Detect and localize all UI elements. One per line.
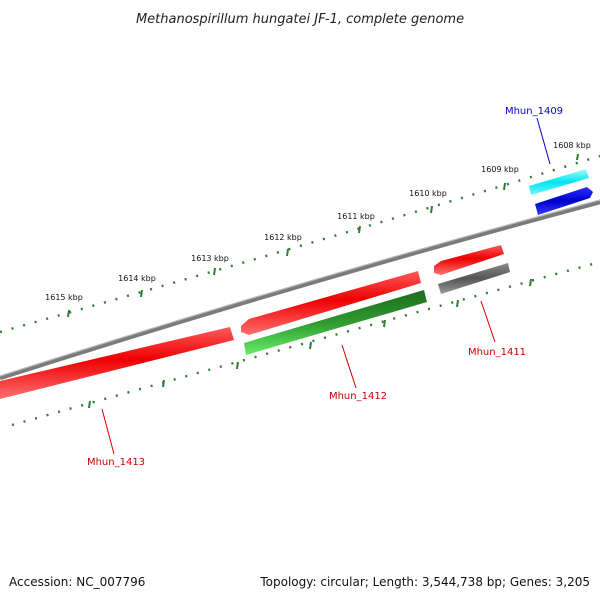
- inner-scale-tick-2: [162, 379, 165, 388]
- scale-tick-1611: [358, 225, 361, 234]
- gene-label-mhun-1412[interactable]: Mhun_1412: [329, 391, 387, 402]
- genome-summary-text: Topology: circular; Length: 3,544,738 bp…: [259, 575, 590, 589]
- scale-tick-1613: [213, 267, 216, 276]
- scale-tick-1608: [576, 153, 579, 161]
- scale-tick-1610: [430, 205, 433, 214]
- scale-tick-1609: [503, 182, 506, 191]
- gene-label-mhun-1409[interactable]: Mhun_1409: [505, 106, 563, 117]
- inner-scale-tick-4: [309, 341, 312, 350]
- leader-line-mhun-1409: [536, 117, 551, 165]
- inner-scale-tick-6: [456, 299, 459, 308]
- scale-tick-1612: [286, 248, 289, 257]
- scale-track: 1608 kbp 1609 kbp 1610 kbp 1611 kbp 1612…: [0, 141, 600, 334]
- forward-strand-genes: [0, 169, 593, 399]
- inner-scale-tick-7: [529, 278, 532, 287]
- scale-label-1612: 1612 kbp: [264, 233, 302, 242]
- scale-label-1614: 1614 kbp: [118, 274, 156, 283]
- gene-mhun-1413[interactable]: [0, 327, 234, 399]
- gene-mhun-1411[interactable]: [438, 263, 510, 294]
- scale-dots: [0, 154, 600, 334]
- scale-label-1613: 1613 kbp: [191, 254, 229, 263]
- genome-backbone: [0, 199, 600, 381]
- inner-scale-tick-3: [236, 361, 239, 370]
- leader-line-mhun-1413: [101, 408, 115, 455]
- gene-mhun-1412[interactable]: [244, 290, 427, 355]
- map-title: Methanospirillum hungatei JF-1, complete…: [136, 12, 464, 27]
- scale-label-1609: 1609 kbp: [481, 165, 519, 174]
- scale-label-1611: 1611 kbp: [337, 212, 375, 221]
- gene-labels: Mhun_1409 Mhun_1411 Mhun_1412 Mhun_1413: [87, 106, 563, 468]
- inner-scale-tick-1: [88, 400, 91, 409]
- gene-label-mhun-1413[interactable]: Mhun_1413: [87, 457, 145, 468]
- inner-scale-tick-5: [383, 319, 386, 328]
- genome-backbone-highlight: [0, 199, 600, 377]
- inner-scale-dots: [11, 260, 600, 427]
- scale-tick-1614: [140, 289, 143, 298]
- gene-red-1410[interactable]: [434, 245, 504, 275]
- leader-line-mhun-1411: [480, 300, 496, 343]
- reverse-strand-genes: [244, 263, 510, 355]
- scale-label-1610: 1610 kbp: [409, 189, 447, 198]
- accession-text: Accession: NC_007796: [9, 575, 145, 589]
- gene-label-mhun-1411[interactable]: Mhun_1411: [468, 347, 526, 358]
- scale-label-1608: 1608 kbp: [553, 141, 591, 150]
- gene-red-1412-forward[interactable]: [241, 271, 421, 335]
- leader-line-mhun-1412: [341, 344, 357, 389]
- scale-tick-1615: [67, 309, 70, 318]
- gene-mhun-1409-blue[interactable]: [535, 187, 593, 215]
- gene-mhun-1409-cyan[interactable]: [529, 169, 589, 195]
- scale-label-1615: 1615 kbp: [45, 293, 83, 302]
